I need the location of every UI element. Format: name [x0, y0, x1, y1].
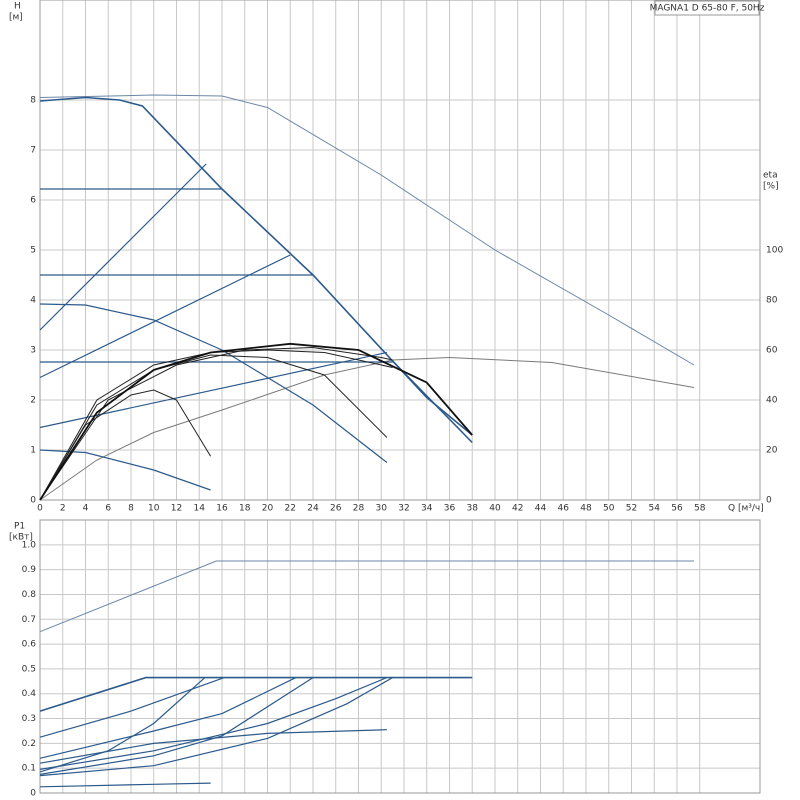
curve	[39, 356, 695, 501]
curve	[39, 560, 694, 633]
x-tick-label: 12	[171, 504, 182, 514]
x-tick-label: 22	[285, 504, 296, 514]
x-tick-label: 18	[239, 504, 251, 514]
x-tick-label: 36	[444, 504, 456, 514]
y-tick-label: 5	[30, 246, 36, 256]
curve	[39, 163, 207, 331]
x-tick-label: 40	[489, 504, 501, 514]
curve	[392, 360, 473, 436]
y-tick-label: 0.9	[22, 565, 37, 575]
curve	[39, 303, 388, 463]
x-tick-label: 0	[37, 504, 43, 514]
y2-tick-label: 60	[766, 346, 778, 356]
x-tick-label: 6	[105, 504, 111, 514]
x-tick-label: 20	[262, 504, 274, 514]
x-tick-label: 14	[194, 504, 206, 514]
x-tick-label: 8	[128, 504, 134, 514]
x-tick-label: 44	[535, 504, 547, 514]
plot-frame	[39, 519, 761, 794]
y-tick-label: 1.0	[22, 540, 37, 550]
y-tick-label: 6	[30, 196, 36, 206]
curve	[39, 677, 206, 773]
x-tick-label: 52	[626, 504, 637, 514]
curve	[39, 676, 473, 712]
y-axis-label: H	[14, 2, 21, 12]
y-tick-label: 8	[30, 96, 36, 106]
y2-tick-label: 100	[766, 246, 783, 256]
curve	[39, 677, 225, 738]
curve	[39, 389, 212, 501]
curve	[39, 677, 297, 759]
y-tick-label: 0.6	[22, 640, 37, 650]
curve	[39, 349, 393, 501]
y2-tick-label: 80	[766, 296, 778, 306]
y-tick-label: 1	[30, 446, 36, 456]
curve	[39, 94, 695, 366]
y-tick-label: 0.4	[22, 689, 37, 699]
curve	[39, 254, 291, 379]
x-tick-label: 10	[148, 504, 160, 514]
y-axis-unit: [м]	[9, 13, 23, 23]
x-tick-label: 34	[421, 504, 433, 514]
curve	[39, 351, 388, 429]
x-tick-label: 30	[376, 504, 388, 514]
y-tick-label: 0	[30, 789, 36, 799]
x-tick-label: 54	[648, 504, 660, 514]
x-tick-label: 58	[694, 504, 706, 514]
curve	[39, 677, 314, 775]
y2-tick-label: 0	[766, 496, 772, 506]
x-tick-label: 56	[671, 504, 683, 514]
y2-axis-unit: [%]	[763, 182, 779, 192]
curve	[39, 782, 211, 788]
x-tick-label: 2	[60, 504, 66, 514]
y-tick-label: 0.7	[22, 615, 36, 625]
y-axis-label: P1	[14, 522, 25, 532]
y-tick-label: 7	[30, 146, 36, 156]
x-tick-label: 46	[557, 504, 569, 514]
y2-tick-label: 20	[766, 446, 778, 456]
curve	[39, 342, 473, 501]
y-tick-label: 0.1	[22, 764, 36, 774]
y-axis-unit: [кВт]	[9, 533, 33, 543]
curve	[39, 677, 393, 777]
x-tick-label: 28	[353, 504, 365, 514]
curve	[39, 677, 388, 770]
chart-title: MAGNA1 D 65-80 F, 50Hz	[650, 4, 765, 14]
y-tick-label: 0	[30, 496, 36, 506]
x-tick-label: 32	[398, 504, 409, 514]
curve	[39, 354, 388, 501]
x-tick-label: 24	[307, 504, 319, 514]
curve	[39, 346, 393, 501]
x-tick-label: 42	[512, 504, 523, 514]
x-tick-label: 38	[467, 504, 479, 514]
title-box	[654, 0, 760, 16]
y-tick-label: 3	[30, 346, 36, 356]
x-tick-label: 16	[216, 504, 228, 514]
curve	[39, 96, 473, 444]
y-tick-label: 4	[30, 296, 36, 306]
y-tick-label: 0.3	[22, 714, 36, 724]
y-tick-label: 0.8	[22, 590, 37, 600]
x-axis-label: Q [м³/ч]	[728, 504, 764, 514]
y2-tick-label: 40	[766, 396, 778, 406]
x-tick-label: 4	[83, 504, 89, 514]
x-tick-label: 26	[330, 504, 342, 514]
y2-axis-label: eta	[763, 171, 778, 181]
y-tick-label: 0.5	[22, 664, 36, 674]
plot-frame	[39, 0, 761, 501]
y-tick-label: 0.2	[22, 739, 36, 749]
x-tick-label: 50	[603, 504, 615, 514]
curve	[39, 449, 211, 491]
x-tick-label: 48	[580, 504, 592, 514]
curve	[39, 729, 387, 764]
y-tick-label: 2	[30, 396, 36, 406]
